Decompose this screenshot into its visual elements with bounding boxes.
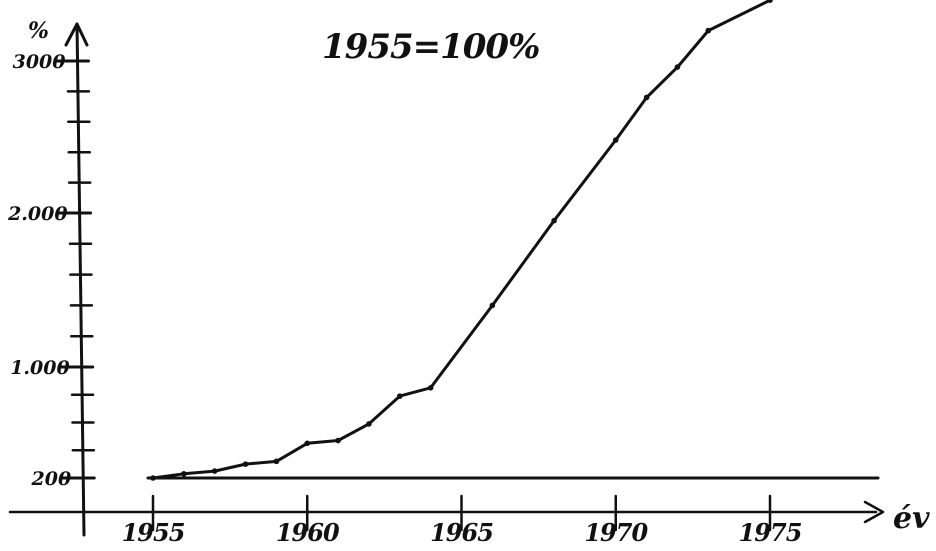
- y-axis-line: [75, 22, 86, 537]
- data-point: [427, 385, 434, 391]
- data-point: [489, 302, 496, 309]
- y-axis-tick-labels: 200 1.000 2.000 3000: [7, 51, 71, 490]
- data-point: [150, 475, 156, 481]
- data-point: [211, 468, 218, 474]
- y-axis-label: %: [28, 18, 49, 44]
- x-axis-tick-labels: 1955 1960 1965 1970 1975: [122, 518, 803, 547]
- series-points: [150, 0, 773, 481]
- data-point: [767, 0, 773, 3]
- data-point: [181, 471, 187, 477]
- data-point: [366, 421, 372, 427]
- chart-title: 1955=100%: [322, 27, 539, 67]
- data-point: [612, 137, 619, 143]
- x-tick-label: 1960: [276, 518, 340, 547]
- y-tick-label: 2.000: [7, 203, 68, 225]
- y-tick-label: 200: [31, 468, 72, 490]
- x-tick-label: 1955: [122, 518, 185, 547]
- data-point: [674, 64, 681, 70]
- data-point: [273, 458, 280, 465]
- data-point: [551, 217, 557, 224]
- data-point: [242, 461, 249, 467]
- y-tick-label: 3000: [13, 51, 66, 73]
- data-point: [397, 393, 403, 399]
- x-axis-arrow: [863, 500, 885, 524]
- y-axis-ticks: [54, 59, 96, 480]
- series-line: [151, 0, 772, 480]
- x-tick-label: 1970: [584, 518, 648, 547]
- y-axis-arrow: [64, 22, 89, 47]
- x-axis-ticks: [151, 494, 772, 532]
- data-point: [705, 27, 712, 34]
- x-tick-label: 1965: [430, 518, 493, 547]
- data-point: [335, 437, 341, 444]
- y-tick-label: 1.000: [10, 357, 70, 379]
- x-axis-label: év: [893, 501, 930, 536]
- data-point: [643, 94, 650, 101]
- data-point: [304, 440, 311, 447]
- x-tick-label: 1975: [739, 518, 802, 547]
